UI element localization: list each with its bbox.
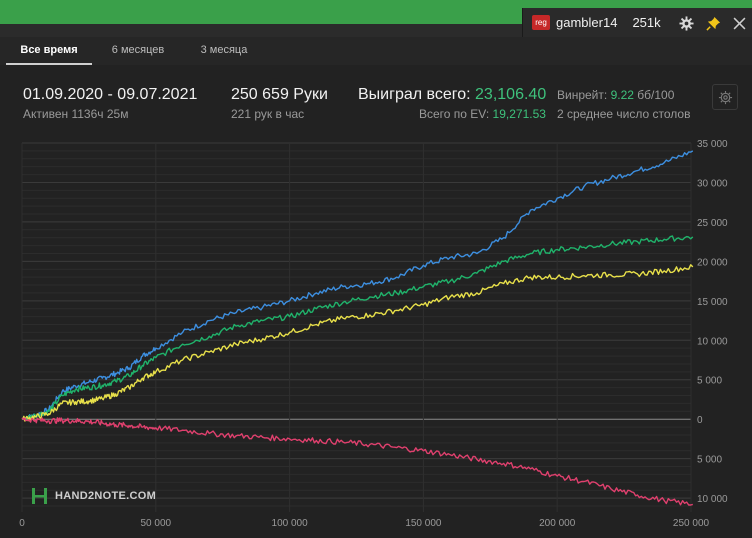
- y-tick-label: 15 000: [697, 297, 728, 308]
- won-label: Выиграл всего:: [358, 86, 471, 103]
- logo-text: HAND2NOTE.COM: [55, 490, 157, 502]
- tab-3-months[interactable]: 3 месяца: [200, 44, 248, 56]
- winrate-value: 9.22: [610, 88, 634, 102]
- y-tick-label: 10 000: [697, 336, 728, 347]
- hands-count: 251k: [632, 15, 661, 30]
- series-line-yellow: [21, 264, 694, 422]
- x-tick-label: 100 000: [272, 518, 309, 529]
- hand2note-logo: HAND2NOTE.COM: [30, 486, 156, 506]
- stats-panel: 01.09.2020 - 09.07.2021 Активен 1136ч 25…: [0, 65, 752, 127]
- profit-chart: 35 000 30 000 25 000 20 000 15 000 10 000 5 00…: [19, 139, 728, 529]
- x-tick-label: 150 000: [405, 518, 442, 529]
- active-time: Активен 1136ч 25м: [23, 107, 129, 121]
- tables-average: 2 среднее число столов: [557, 107, 691, 121]
- pin-icon[interactable]: [705, 15, 721, 31]
- x-tick-label: 250 000: [673, 518, 710, 529]
- x-tick-label: 200 000: [539, 518, 576, 529]
- reg-badge: reg: [532, 15, 550, 30]
- close-icon[interactable]: [731, 15, 747, 31]
- gear-icon: [718, 90, 732, 104]
- won-value: 23,106.40: [475, 86, 547, 103]
- y-tick-label: 0: [697, 415, 703, 426]
- winrate: Винрейт: 9.22 бб/100: [557, 88, 674, 102]
- winrate-unit: бб/100: [637, 88, 675, 102]
- x-tick-label: 50 000: [141, 518, 172, 529]
- hands-per-hour: 221 рук в час: [231, 107, 305, 121]
- hand2note-logo-icon: [32, 488, 47, 504]
- hands-total: 250 659 Руки: [231, 86, 328, 103]
- ev-value: 19,271.53: [492, 107, 546, 121]
- period-tabs: Все время 6 месяцев 3 месяца: [0, 37, 752, 65]
- tab-all-time[interactable]: Все время: [6, 37, 92, 65]
- ev-label: Всего по EV:: [419, 107, 490, 121]
- gear-icon[interactable]: [678, 15, 694, 31]
- series-line-red: [21, 417, 693, 506]
- y-tick-label: 10 000: [697, 494, 728, 505]
- username[interactable]: gambler14: [556, 15, 618, 30]
- y-tick-label: 5 000: [697, 455, 722, 466]
- winrate-label: Винрейт:: [557, 88, 608, 102]
- series-line-green: [21, 235, 694, 422]
- date-range: 01.09.2020 - 09.07.2021: [23, 86, 198, 103]
- y-tick-label: 20 000: [697, 257, 728, 268]
- y-tick-label: 30 000: [697, 178, 728, 189]
- y-tick-label: 5 000: [697, 376, 722, 387]
- y-tick-label: 35 000: [697, 139, 728, 150]
- y-tick-label: 25 000: [697, 218, 728, 229]
- series-line-blue: [21, 150, 694, 422]
- graph-settings-button[interactable]: [712, 84, 738, 110]
- x-tick-label: 0: [19, 518, 25, 529]
- user-bar: reg gambler14 251k: [522, 8, 752, 37]
- ev-total: Всего по EV: 19,271.53: [419, 107, 546, 121]
- tab-6-months[interactable]: 6 месяцев: [111, 44, 165, 56]
- won-total: Выиграл всего: 23,106.40: [358, 86, 546, 104]
